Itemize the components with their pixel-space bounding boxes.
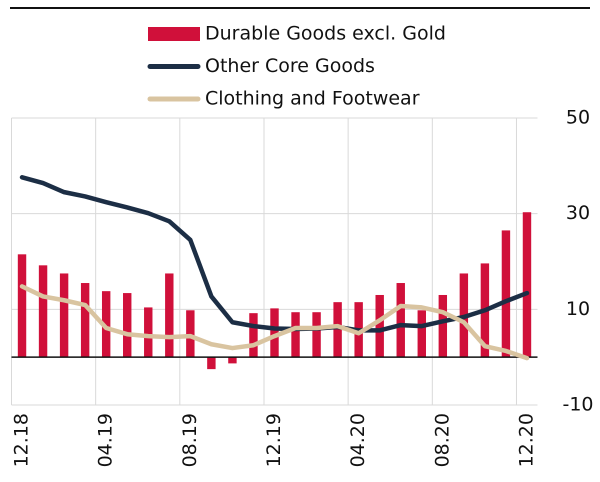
bar <box>207 357 216 370</box>
bar <box>38 265 48 358</box>
bar <box>375 294 384 358</box>
x-tick-label: 12.19 <box>263 413 285 467</box>
bar <box>228 357 237 364</box>
bar <box>80 283 90 358</box>
x-tick-label: 08.19 <box>179 413 201 467</box>
legend-label: Clothing and Footwear <box>205 88 420 110</box>
bar <box>396 283 405 358</box>
line <box>19 175 530 333</box>
bar <box>438 294 448 358</box>
y-tick-label: 10 <box>566 298 590 320</box>
bar <box>144 307 153 358</box>
legend-swatch <box>148 27 200 41</box>
x-tick-label: 04.20 <box>347 413 369 467</box>
x-tick-label: 08.20 <box>431 413 453 467</box>
y-tick-label: 30 <box>566 202 590 224</box>
bar <box>417 310 426 358</box>
bar <box>123 293 132 358</box>
x-tick-label: 04.19 <box>95 413 117 467</box>
bar <box>291 312 300 358</box>
x-tick-label: 12.18 <box>11 413 33 467</box>
bar <box>312 312 321 358</box>
y-tick-label: 50 <box>566 107 590 129</box>
bar <box>101 291 111 358</box>
line <box>19 284 530 361</box>
legend-label: Other Core Goods <box>205 55 375 77</box>
bar <box>333 302 342 358</box>
y-tick-label: -10 <box>562 394 593 416</box>
legend-label: Durable Goods excl. Gold <box>205 23 446 45</box>
x-tick-label: 12.20 <box>515 413 537 467</box>
bar <box>522 212 532 358</box>
bar <box>270 308 279 358</box>
bar <box>17 254 27 358</box>
bar <box>186 310 195 358</box>
bar <box>165 273 174 358</box>
bar <box>59 273 69 358</box>
bar <box>249 313 258 358</box>
bar <box>501 230 511 358</box>
